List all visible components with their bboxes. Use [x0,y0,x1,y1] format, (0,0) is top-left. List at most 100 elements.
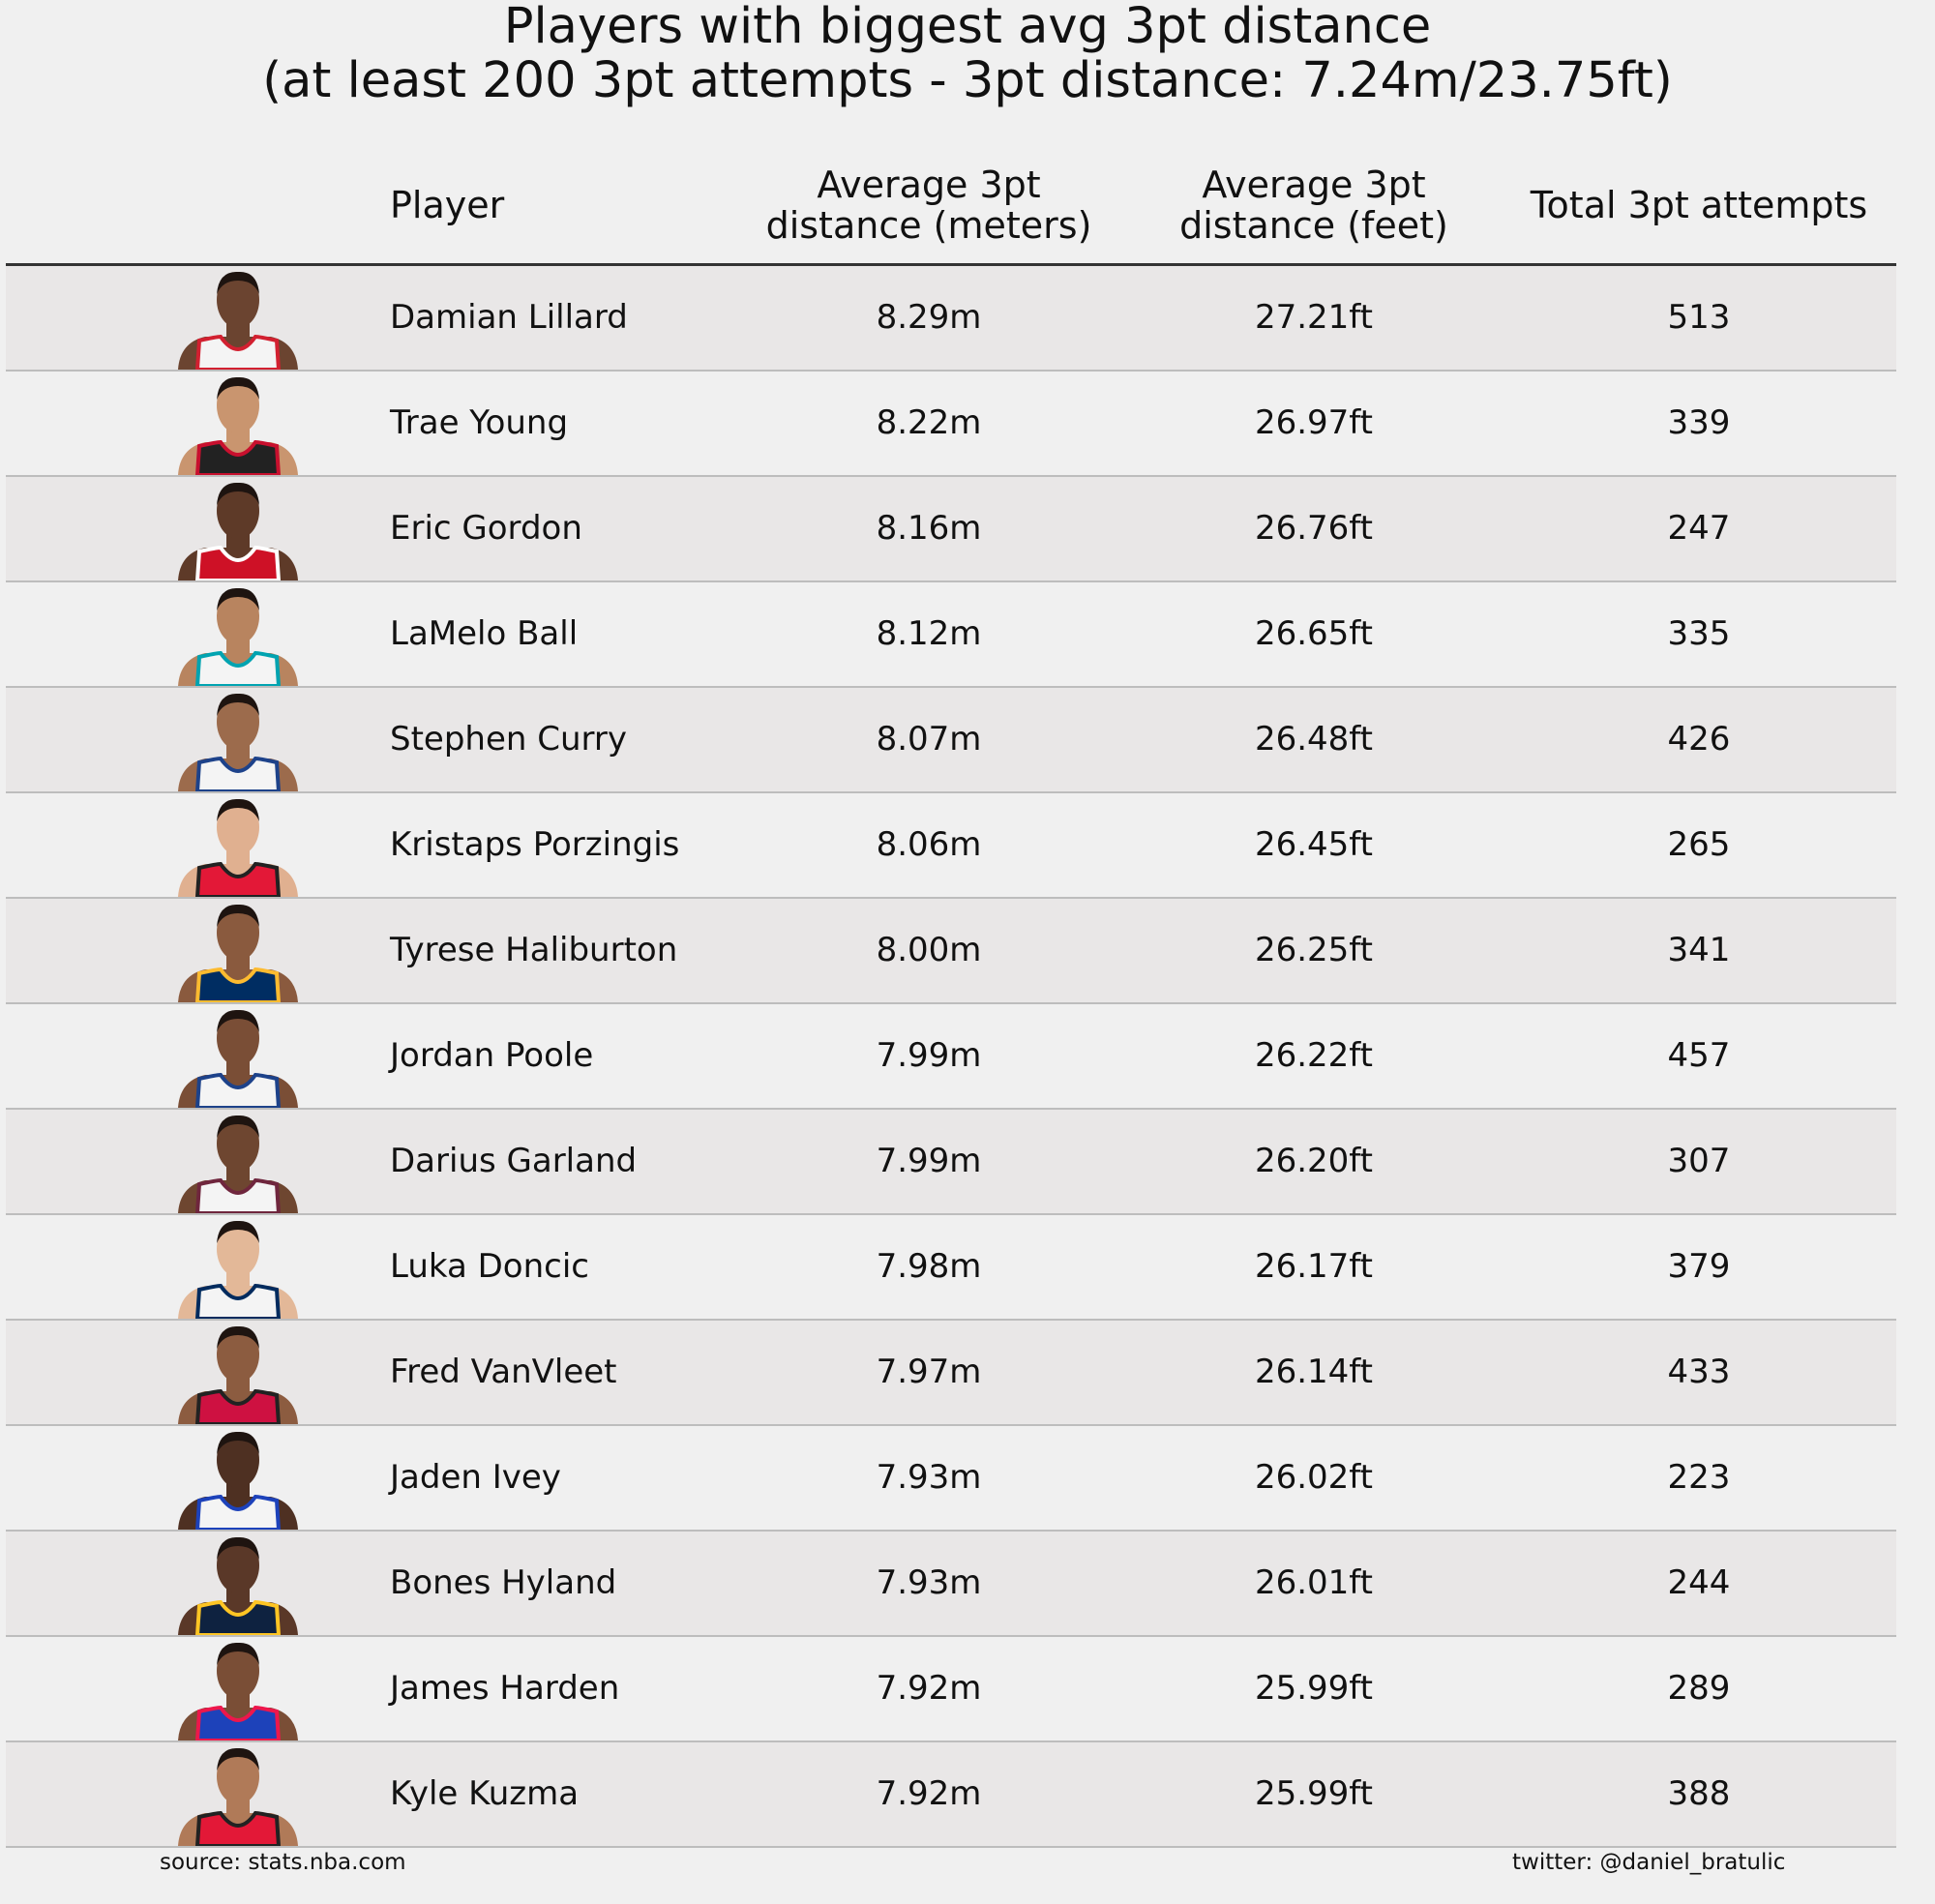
avg-distance-feet: 26.65ft [1254,614,1374,653]
avg-distance-feet: 26.76ft [1254,509,1374,548]
player-name: Kristaps Porzingis [390,825,680,864]
player-photo [178,482,298,580]
avg-distance-meters: 8.06m [876,825,982,864]
total-attempts: 244 [1667,1563,1731,1602]
player-name: Stephen Curry [390,720,628,759]
avg-distance-feet: 26.25ft [1254,931,1374,969]
player-name: Luka Doncic [390,1247,589,1286]
table-row: Kyle Kuzma 7.92m 25.99ft 388 [6,1742,1896,1848]
source-note: source: stats.nba.com [160,1850,406,1875]
header-feet-line-2: distance (feet) [1179,204,1448,247]
player-photo [178,587,298,686]
player-photo [178,798,298,897]
player-name: Bones Hyland [390,1563,617,1602]
total-attempts: 379 [1667,1247,1731,1286]
avg-distance-feet: 26.48ft [1254,720,1374,759]
total-attempts: 223 [1667,1458,1731,1497]
avg-distance-feet: 26.02ft [1254,1458,1374,1497]
player-photo [178,1642,298,1740]
total-attempts: 339 [1667,403,1731,442]
avg-distance-meters: 7.97m [876,1353,982,1391]
player-name: Damian Lillard [390,298,628,337]
table-row: Fred VanVleet 7.97m 26.14ft 433 [6,1321,1896,1426]
avg-distance-feet: 25.99ft [1254,1774,1374,1813]
player-name: Tyrese Haliburton [390,931,678,969]
total-attempts: 289 [1667,1669,1731,1708]
avg-distance-feet: 26.45ft [1254,825,1374,864]
avg-distance-meters: 7.93m [876,1458,982,1497]
avg-distance-meters: 7.93m [876,1563,982,1602]
chart-title: Players with biggest avg 3pt distance (a… [0,0,1935,108]
table-row: Luka Doncic 7.98m 26.17ft 379 [6,1215,1896,1321]
player-photo [178,904,298,1002]
player-name: James Harden [390,1669,620,1708]
player-photo [178,1009,298,1108]
header-meters-line-2: distance (meters) [765,204,1092,247]
credit-note: twitter: @daniel_bratulic [1512,1850,1786,1875]
avg-distance-meters: 8.12m [876,614,982,653]
table-row: Bones Hyland 7.93m 26.01ft 244 [6,1532,1896,1637]
total-attempts: 457 [1667,1036,1731,1075]
header-player: Player [390,184,505,226]
table-row: Tyrese Haliburton 8.00m 26.25ft 341 [6,899,1896,1004]
table-row: Stephen Curry 8.07m 26.48ft 426 [6,688,1896,793]
table-row: Jordan Poole 7.99m 26.22ft 457 [6,1004,1896,1110]
title-line-1: Players with biggest avg 3pt distance [503,0,1432,55]
header-meters: Average 3pt distance (meters) [766,164,1092,246]
table-row: Kristaps Porzingis 8.06m 26.45ft 265 [6,793,1896,899]
header-feet-line-1: Average 3pt [1202,164,1426,206]
player-photo [178,1431,298,1530]
player-photo [178,1536,298,1635]
player-photo [178,1747,298,1846]
table-row: LaMelo Ball 8.12m 26.65ft 335 [6,582,1896,688]
avg-distance-meters: 7.99m [876,1142,982,1180]
player-photo [178,1220,298,1319]
header-feet: Average 3pt distance (feet) [1179,164,1448,246]
total-attempts: 247 [1667,509,1731,548]
avg-distance-meters: 8.07m [876,720,982,759]
avg-distance-feet: 26.20ft [1254,1142,1374,1180]
avg-distance-meters: 8.00m [876,931,982,969]
total-attempts: 341 [1667,931,1731,969]
table-row: Damian Lillard 8.29m 27.21ft 513 [6,266,1896,372]
player-photo [178,1325,298,1424]
avg-distance-meters: 7.99m [876,1036,982,1075]
header-attempts: Total 3pt attempts [1530,184,1868,226]
avg-distance-feet: 27.21ft [1254,298,1374,337]
total-attempts: 388 [1667,1774,1731,1813]
player-photo [178,1115,298,1213]
avg-distance-feet: 26.14ft [1254,1353,1374,1391]
avg-distance-meters: 8.29m [876,298,982,337]
player-name: Trae Young [390,403,569,442]
player-name: Eric Gordon [390,509,582,548]
avg-distance-feet: 26.17ft [1254,1247,1374,1286]
player-photo [178,376,298,475]
avg-distance-meters: 7.92m [876,1669,982,1708]
avg-distance-meters: 8.16m [876,509,982,548]
table-row: Jaden Ivey 7.93m 26.02ft 223 [6,1426,1896,1532]
header-meters-line-1: Average 3pt [817,164,1041,206]
player-name: Jaden Ivey [390,1458,561,1497]
table-row: Trae Young 8.22m 26.97ft 339 [6,372,1896,477]
avg-distance-meters: 7.92m [876,1774,982,1813]
player-photo [178,271,298,370]
total-attempts: 513 [1667,298,1731,337]
player-name: Jordan Poole [390,1036,594,1075]
table-row: Eric Gordon 8.16m 26.76ft 247 [6,477,1896,582]
total-attempts: 307 [1667,1142,1731,1180]
player-name: Kyle Kuzma [390,1774,580,1813]
total-attempts: 426 [1667,720,1731,759]
table-row: James Harden 7.92m 25.99ft 289 [6,1637,1896,1742]
player-photo [178,693,298,791]
title-line-2: (at least 200 3pt attempts - 3pt distanc… [262,52,1673,109]
avg-distance-feet: 26.22ft [1254,1036,1374,1075]
table-row: Darius Garland 7.99m 26.20ft 307 [6,1110,1896,1215]
avg-distance-feet: 26.01ft [1254,1563,1374,1602]
header-divider [6,263,1896,266]
player-name: Fred VanVleet [390,1353,617,1391]
avg-distance-feet: 26.97ft [1254,403,1374,442]
avg-distance-meters: 7.98m [876,1247,982,1286]
player-name: Darius Garland [390,1142,638,1180]
total-attempts: 433 [1667,1353,1731,1391]
player-name: LaMelo Ball [390,614,579,653]
